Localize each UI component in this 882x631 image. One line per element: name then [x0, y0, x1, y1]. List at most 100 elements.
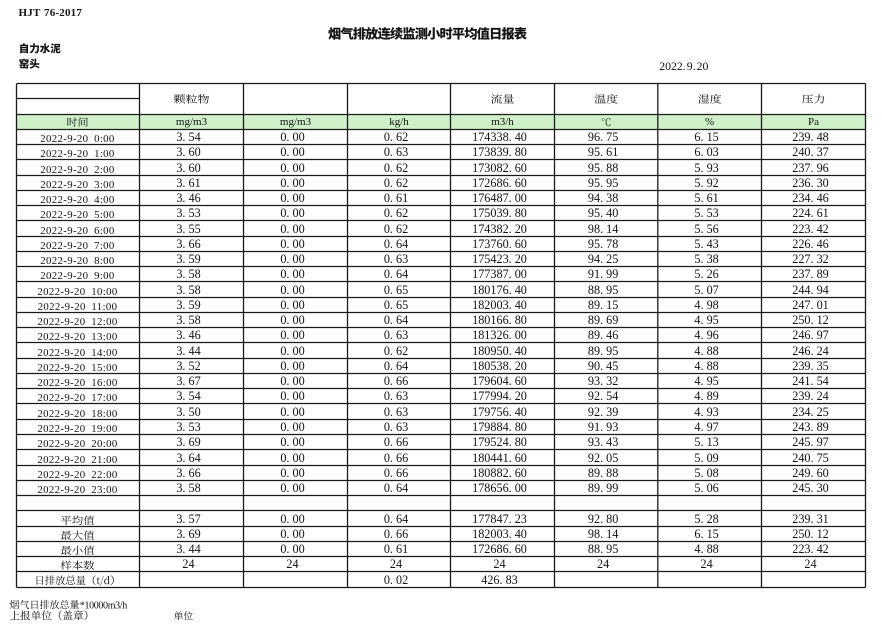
svg-text:0.00: 0. 00: [280, 191, 304, 205]
svg-text:93.32: 93. 32: [588, 374, 618, 388]
svg-text:249.60: 249. 60: [792, 466, 829, 480]
svg-text:250.12: 250. 12: [792, 313, 829, 327]
svg-text:247.01: 247. 01: [792, 298, 829, 312]
svg-text:181326.00: 181326. 00: [472, 328, 527, 342]
svg-text:94.25: 94. 25: [588, 252, 618, 266]
svg-text:234.46: 234. 46: [792, 191, 829, 205]
svg-text:0.62: 0. 62: [384, 176, 408, 190]
svg-text:240.37: 240. 37: [792, 145, 829, 159]
svg-text:0.00: 0. 00: [280, 313, 304, 327]
svg-text:239.35: 239. 35: [792, 359, 829, 373]
svg-text:0.62: 0. 62: [384, 222, 408, 236]
svg-text:426.83: 426. 83: [481, 573, 518, 587]
svg-text:234.25: 234. 25: [792, 405, 829, 419]
svg-text:0.00: 0. 00: [280, 176, 304, 190]
svg-text:5.28: 5. 28: [694, 512, 718, 526]
svg-text:0.64: 0. 64: [384, 237, 408, 251]
svg-text:173760.60: 173760. 60: [472, 237, 527, 251]
svg-text:98.14: 98. 14: [588, 222, 618, 236]
svg-text:94.38: 94. 38: [588, 191, 618, 205]
svg-text:2022-9-20 6:00: 2022-9-20 6:00: [40, 225, 114, 237]
svg-text:3.59: 3. 59: [176, 252, 200, 266]
svg-text:236.30: 236. 30: [792, 176, 829, 190]
svg-text:0.00: 0. 00: [280, 405, 304, 419]
svg-text:*10000m3/h: *10000m3/h: [80, 600, 127, 611]
svg-text:3.60: 3. 60: [176, 145, 200, 159]
svg-text:180176.40: 180176. 40: [472, 283, 527, 297]
svg-text:2022-9-20 1:00: 2022-9-20 1:00: [40, 148, 114, 160]
svg-text:0.00: 0. 00: [280, 451, 304, 465]
svg-text:6.15: 6. 15: [694, 527, 718, 541]
svg-text:179884.80: 179884. 80: [472, 420, 527, 434]
svg-text:174382.20: 174382. 20: [472, 222, 527, 236]
svg-text:0.00: 0. 00: [280, 222, 304, 236]
svg-text:5.07: 5. 07: [694, 283, 718, 297]
svg-text:95.95: 95. 95: [588, 176, 618, 190]
svg-text:0.63: 0. 63: [384, 389, 408, 403]
svg-text:5.53: 5. 53: [694, 206, 718, 220]
svg-text:3.58: 3. 58: [176, 313, 200, 327]
svg-text:241.54: 241. 54: [792, 374, 829, 388]
svg-text:0.61: 0. 61: [384, 542, 408, 556]
svg-text:0.63: 0. 63: [384, 328, 408, 342]
svg-text:177847.23: 177847. 23: [472, 512, 527, 526]
svg-text:4.98: 4. 98: [694, 298, 718, 312]
svg-text:mg/m3: mg/m3: [280, 116, 312, 128]
svg-text:98.14: 98. 14: [588, 527, 618, 541]
svg-text:245.30: 245. 30: [792, 481, 829, 495]
svg-text:3.64: 3. 64: [176, 451, 200, 465]
svg-text:0.02: 0. 02: [384, 573, 408, 587]
svg-text:24: 24: [597, 557, 609, 571]
svg-text:180950.40: 180950. 40: [472, 344, 527, 358]
svg-text:2022-9-20 10:00: 2022-9-20 10:00: [37, 286, 117, 298]
svg-text:0.63: 0. 63: [384, 420, 408, 434]
svg-text:2022-9-20 18:00: 2022-9-20 18:00: [37, 408, 117, 420]
svg-text:0.00: 0. 00: [280, 252, 304, 266]
svg-text:240.75: 240. 75: [792, 451, 829, 465]
svg-text:0.00: 0. 00: [280, 298, 304, 312]
svg-text:175039.80: 175039. 80: [472, 206, 527, 220]
svg-text:226.46: 226. 46: [792, 237, 829, 251]
svg-text:0.66: 0. 66: [384, 435, 408, 449]
svg-text:0.00: 0. 00: [280, 130, 304, 144]
svg-text:4.88: 4. 88: [694, 542, 718, 556]
svg-text:244.94: 244. 94: [792, 283, 829, 297]
svg-text:3.46: 3. 46: [176, 328, 200, 342]
svg-text:175423.20: 175423. 20: [472, 252, 527, 266]
svg-text:223.42: 223. 42: [792, 222, 829, 236]
svg-text:2022-9-20 4:00: 2022-9-20 4:00: [40, 194, 114, 206]
svg-text:2022-9-20 5:00: 2022-9-20 5:00: [40, 209, 114, 221]
svg-text:0.00: 0. 00: [280, 359, 304, 373]
svg-text:0.00: 0. 00: [280, 161, 304, 175]
svg-text:3.46: 3. 46: [176, 191, 200, 205]
svg-text:89.99: 89. 99: [588, 481, 618, 495]
svg-text:179524.80: 179524. 80: [472, 435, 527, 449]
svg-text:24: 24: [390, 557, 402, 571]
svg-text:0.00: 0. 00: [280, 344, 304, 358]
svg-text:90.45: 90. 45: [588, 359, 618, 373]
svg-text:5.06: 5. 06: [694, 481, 718, 495]
svg-text:180538.20: 180538. 20: [472, 359, 527, 373]
svg-text:2022.9.20: 2022.9.20: [659, 59, 708, 73]
svg-text:5.93: 5. 93: [694, 161, 718, 175]
svg-text:245.97: 245. 97: [792, 435, 829, 449]
svg-text:172686.60: 172686. 60: [472, 542, 527, 556]
svg-text:0.66: 0. 66: [384, 527, 408, 541]
svg-text:5.61: 5. 61: [694, 191, 718, 205]
svg-text:3.54: 3. 54: [176, 130, 200, 144]
svg-text:4.89: 4. 89: [694, 389, 718, 403]
svg-text:2022-9-20 17:00: 2022-9-20 17:00: [37, 392, 117, 404]
svg-text:3.69: 3. 69: [176, 527, 200, 541]
svg-text:91.99: 91. 99: [588, 267, 618, 281]
svg-text:0.00: 0. 00: [280, 206, 304, 220]
svg-text:182003.40: 182003. 40: [472, 527, 527, 541]
svg-text:4.97: 4. 97: [694, 420, 718, 434]
svg-text:%: %: [705, 116, 714, 128]
svg-text:76-2017: 76-2017: [44, 7, 82, 19]
svg-text:HJT: HJT: [19, 7, 41, 19]
svg-text:4.88: 4. 88: [694, 344, 718, 358]
svg-text:95.61: 95. 61: [588, 145, 618, 159]
svg-text:2022-9-20 22:00: 2022-9-20 22:00: [37, 469, 117, 481]
svg-text:3.60: 3. 60: [176, 161, 200, 175]
svg-text:0.00: 0. 00: [280, 267, 304, 281]
